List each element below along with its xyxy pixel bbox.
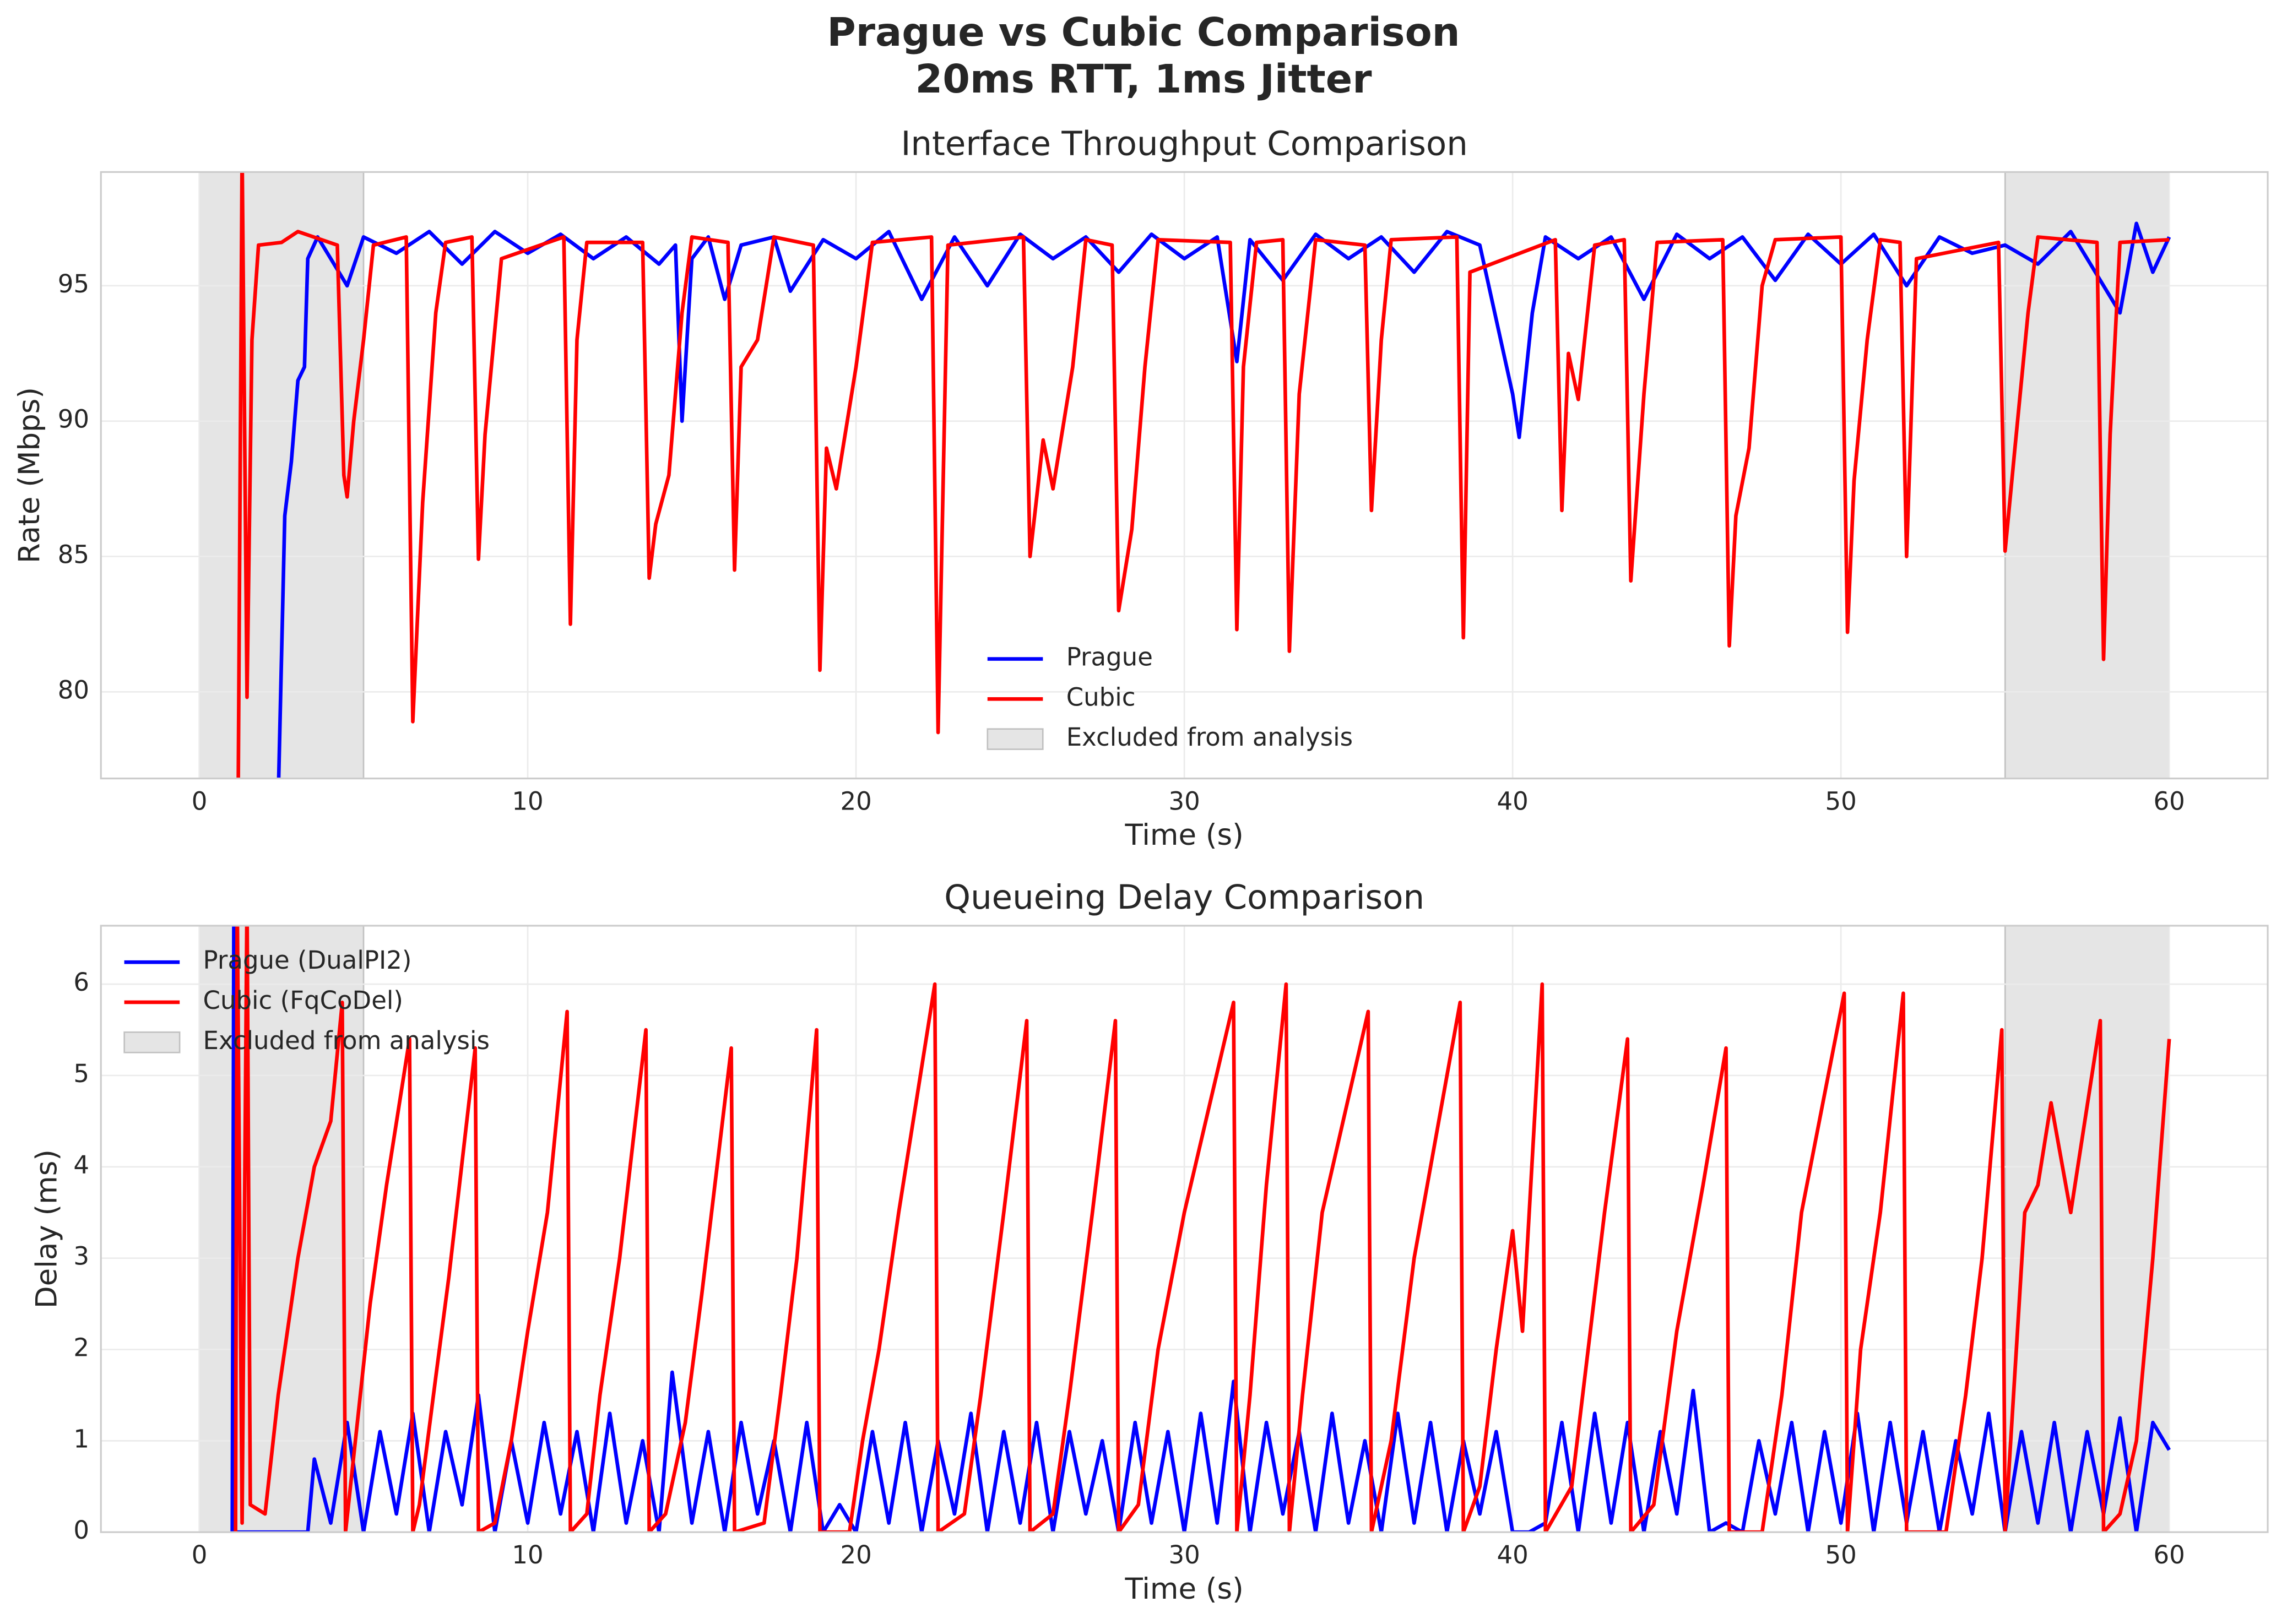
legend-label: Prague (DualPI2) bbox=[203, 946, 412, 975]
y-axis-label: Rate (Mbps) bbox=[13, 387, 46, 563]
y-tick-label: 4 bbox=[73, 1150, 89, 1180]
x-tick-label: 40 bbox=[1497, 787, 1529, 816]
plot-frame bbox=[100, 171, 2269, 780]
series-line bbox=[234, 925, 2171, 1533]
x-tick-label: 30 bbox=[1168, 1540, 1200, 1569]
x-tick-label: 60 bbox=[2154, 1540, 2185, 1569]
y-tick-label: 85 bbox=[58, 540, 89, 569]
y-tick-label: 2 bbox=[73, 1333, 89, 1362]
x-tick-label: 20 bbox=[840, 787, 871, 816]
x-tick-label: 20 bbox=[840, 1540, 871, 1569]
legend-label: Excluded from analysis bbox=[1066, 723, 1353, 752]
figure-subtitle: 20ms RTT, 1ms Jitter bbox=[915, 56, 1373, 102]
series-line bbox=[277, 221, 2171, 779]
x-tick-label: 30 bbox=[1168, 787, 1200, 816]
legend-label: Excluded from analysis bbox=[203, 1026, 490, 1055]
legend-swatch bbox=[123, 1031, 181, 1053]
excluded-span bbox=[2004, 171, 2170, 779]
plot-frame bbox=[100, 925, 2269, 1533]
legend-swatch bbox=[987, 728, 1044, 750]
x-tick-label: 10 bbox=[512, 787, 543, 816]
x-tick-label: 60 bbox=[2154, 787, 2185, 816]
x-tick-label: 40 bbox=[1497, 1540, 1529, 1569]
subplot: 0 10 20 30 40 50 60 80 85 90 95 Interface Throughpu… bbox=[13, 124, 2269, 852]
y-tick-label: 0 bbox=[73, 1516, 89, 1545]
y-tick-label: 1 bbox=[73, 1424, 89, 1453]
x-axis-label: Time (s) bbox=[1124, 818, 1243, 852]
subplot-title: Queueing Delay Comparison bbox=[944, 878, 1424, 917]
legend-label: Cubic bbox=[1066, 682, 1136, 711]
y-tick-label: 80 bbox=[58, 675, 89, 704]
x-tick-label: 50 bbox=[1825, 1540, 1857, 1569]
x-tick-label: 10 bbox=[512, 1540, 543, 1569]
y-tick-label: 90 bbox=[58, 405, 89, 434]
subplot: 0 10 20 30 40 50 60 0 1 2 3 4 5 6 Queueing Delay Compa… bbox=[30, 878, 2269, 1606]
y-tick-label: 6 bbox=[73, 968, 89, 997]
y-tick-label: 95 bbox=[58, 269, 89, 298]
x-tick-label: 0 bbox=[192, 1540, 208, 1569]
y-axis-label: Delay (ms) bbox=[30, 1149, 64, 1308]
figure-title: Prague vs Cubic Comparison bbox=[827, 9, 1460, 55]
legend-label: Cubic (FqCoDel) bbox=[203, 986, 403, 1015]
x-axis-label: Time (s) bbox=[1124, 1572, 1243, 1606]
y-tick-label: 5 bbox=[73, 1059, 89, 1088]
x-tick-label: 50 bbox=[1825, 787, 1857, 816]
x-tick-label: 0 bbox=[192, 787, 208, 816]
series-line bbox=[236, 172, 2170, 779]
legend: Prague Cubic Excluded from analysis bbox=[987, 643, 1353, 752]
excluded-span bbox=[198, 925, 365, 1533]
legend-label: Prague bbox=[1066, 643, 1153, 672]
legend: Prague (DualPI2) Cubic (FqCoDel) Excluded … bbox=[123, 946, 490, 1055]
subplot-title: Interface Throughput Comparison bbox=[901, 124, 1467, 163]
y-tick-label: 3 bbox=[73, 1242, 89, 1271]
